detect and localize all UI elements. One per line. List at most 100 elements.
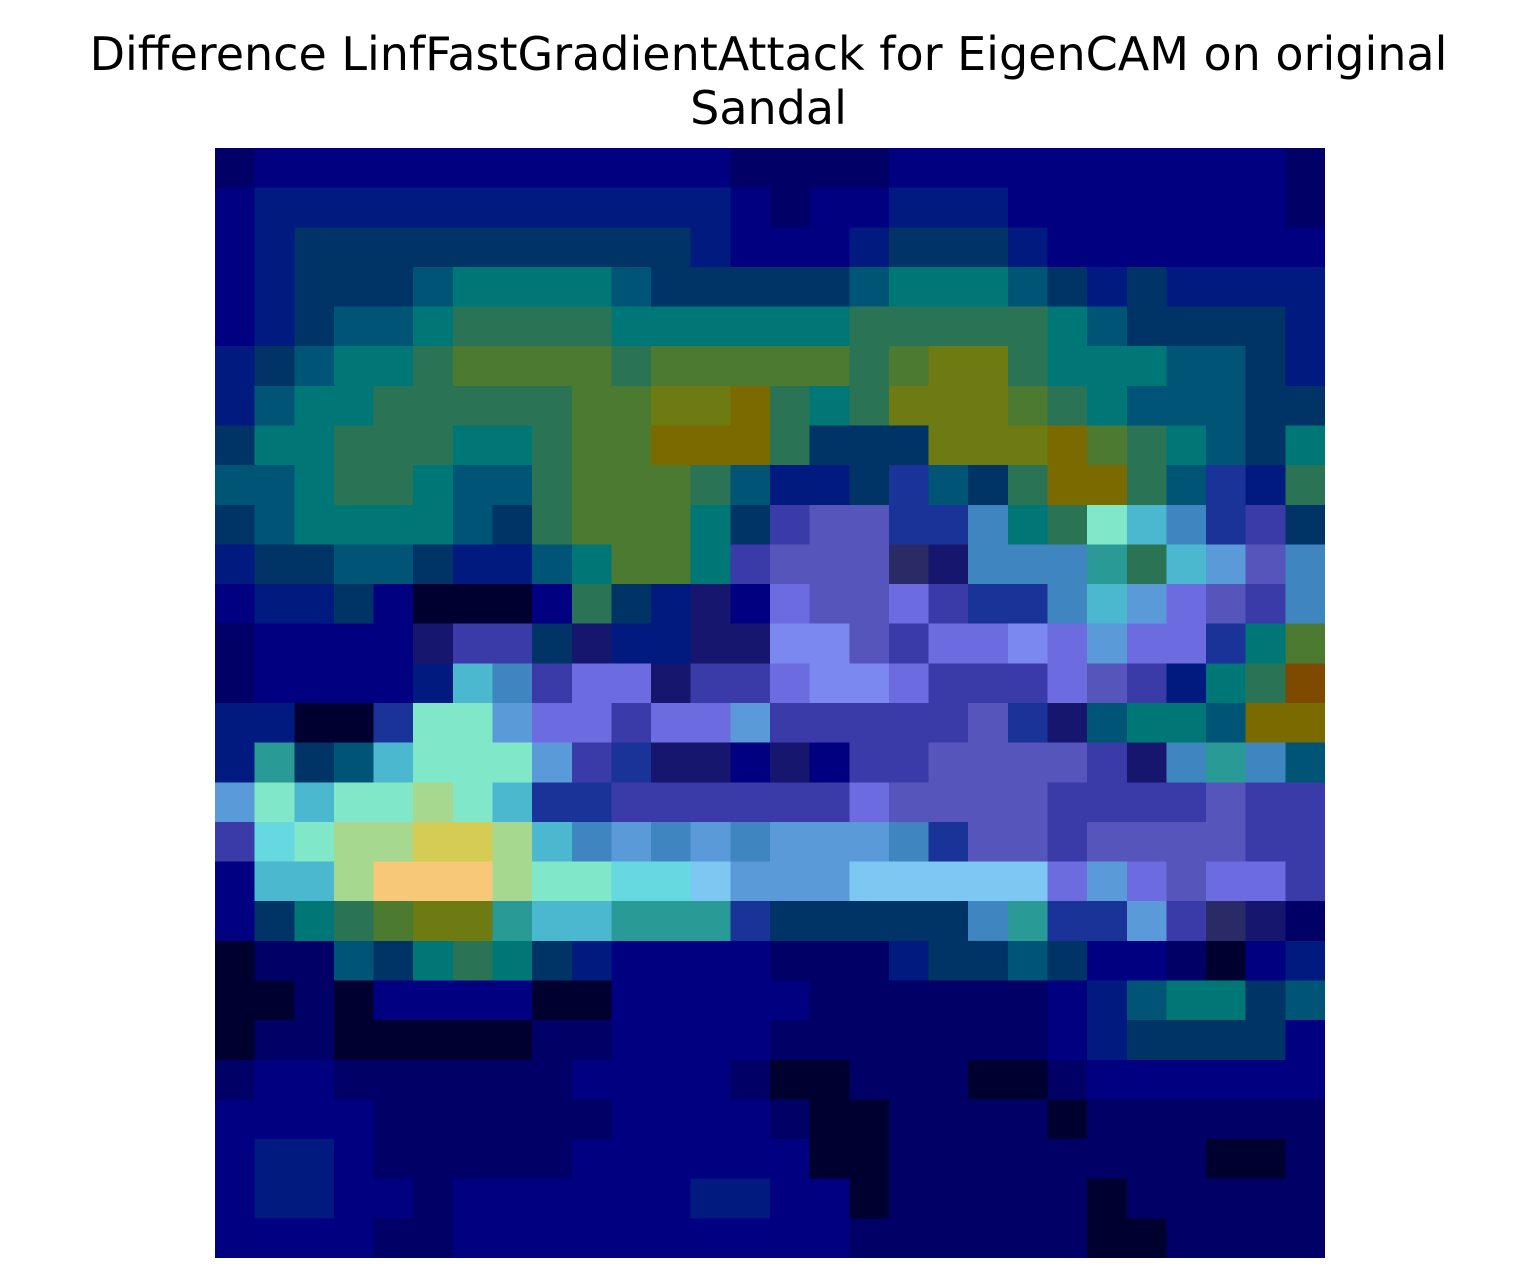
heatmap-cell (571, 663, 613, 704)
heatmap-cell (373, 1020, 414, 1061)
heatmap-cell (413, 940, 454, 982)
heatmap-cell (333, 346, 375, 387)
heatmap-cell (492, 1020, 533, 1061)
heatmap-cell (215, 663, 256, 704)
heatmap-cell (333, 425, 375, 466)
heatmap-cell (611, 623, 652, 664)
heatmap-cell (849, 385, 890, 427)
heatmap-cell (968, 306, 1009, 347)
heatmap-cell (770, 385, 811, 427)
heatmap-cell (849, 266, 890, 308)
heatmap-cell (215, 385, 256, 427)
heatmap-cell (849, 1218, 890, 1258)
heatmap-cell (690, 742, 731, 783)
heatmap-cell (254, 266, 295, 308)
heatmap-cell (1166, 742, 1207, 783)
heatmap-cell (333, 385, 375, 427)
heatmap-cell (215, 1020, 256, 1061)
heatmap-cell (1206, 148, 1247, 189)
heatmap-cell (690, 1218, 731, 1258)
heatmap-cell (730, 663, 771, 704)
heatmap-cell (690, 385, 731, 427)
heatmap-cell (1245, 901, 1286, 942)
heatmap-cell (928, 187, 969, 228)
heatmap-cell (770, 663, 811, 704)
heatmap-cell (730, 623, 771, 664)
heatmap-cell (849, 346, 890, 387)
heatmap-cell (532, 584, 573, 625)
heatmap-cell (1285, 1178, 1325, 1219)
heatmap-cell (532, 544, 573, 585)
heatmap-cell (1007, 1099, 1049, 1140)
heatmap-cell (928, 346, 969, 387)
heatmap-cell (1087, 623, 1128, 664)
heatmap-cell (928, 385, 969, 427)
heatmap-cell (1245, 504, 1286, 546)
heatmap-cell (730, 266, 771, 308)
heatmap-cell (254, 703, 295, 744)
heatmap-cell (215, 266, 256, 308)
heatmap-cell (888, 663, 930, 704)
heatmap-cell (730, 227, 771, 268)
heatmap-cell (888, 1218, 930, 1258)
heatmap-cell (611, 306, 652, 347)
heatmap-cell (690, 623, 731, 664)
heatmap-cell (294, 1099, 335, 1140)
heatmap-cell (215, 227, 256, 268)
heatmap-cell (849, 504, 890, 546)
heatmap-cell (373, 1178, 414, 1219)
heatmap-cell (215, 623, 256, 664)
heatmap-cell (1166, 266, 1207, 308)
heatmap-cell (968, 1059, 1009, 1101)
heatmap-cell (1126, 742, 1168, 783)
heatmap-cell (373, 544, 414, 585)
heatmap-cell (254, 980, 295, 1021)
heatmap-cell (254, 465, 295, 506)
heatmap-cell (888, 227, 930, 268)
heatmap-cell (611, 584, 652, 625)
heatmap-cell (1206, 1218, 1247, 1258)
heatmap-cell (730, 1178, 771, 1219)
heatmap-cell (413, 1099, 454, 1140)
heatmap-cell (452, 821, 494, 863)
heatmap-cell (333, 1059, 375, 1101)
heatmap-cell (770, 1099, 811, 1140)
heatmap-cell (1285, 782, 1325, 823)
heatmap-cell (294, 742, 335, 783)
heatmap-cell (294, 703, 335, 744)
heatmap-cell (849, 940, 890, 982)
heatmap-cell (968, 901, 1009, 942)
heatmap-cell (968, 385, 1009, 427)
heatmap-cell (294, 1139, 335, 1180)
heatmap-cell (928, 584, 969, 625)
heatmap-cell (254, 346, 295, 387)
heatmap-cell (452, 703, 494, 744)
heatmap-cell (730, 1139, 771, 1180)
heatmap-cell (373, 504, 414, 546)
heatmap-cell (888, 782, 930, 823)
heatmap-cell (690, 703, 731, 744)
heatmap-cell (730, 703, 771, 744)
heatmap-cell (294, 346, 335, 387)
heatmap-cell (1087, 584, 1128, 625)
heatmap-cell (413, 1139, 454, 1180)
heatmap-cell (254, 623, 295, 664)
heatmap-cell (968, 940, 1009, 982)
heatmap-cell (492, 663, 533, 704)
heatmap-cell (1007, 1020, 1049, 1061)
heatmap-cell (611, 703, 652, 744)
heatmap-cell (254, 821, 295, 863)
heatmap-cell (1166, 148, 1207, 189)
heatmap-cell (809, 584, 850, 625)
heatmap-cell (651, 187, 692, 228)
heatmap-cell (1206, 227, 1247, 268)
heatmap-cell (1245, 1020, 1286, 1061)
heatmap-cell (492, 1139, 533, 1180)
heatmap-cell (215, 1139, 256, 1180)
heatmap-cell (254, 504, 295, 546)
heatmap-cell (968, 187, 1009, 228)
heatmap-cell (651, 584, 692, 625)
heatmap-cell (215, 584, 256, 625)
heatmap-cell (532, 1178, 573, 1219)
heatmap-cell (651, 782, 692, 823)
